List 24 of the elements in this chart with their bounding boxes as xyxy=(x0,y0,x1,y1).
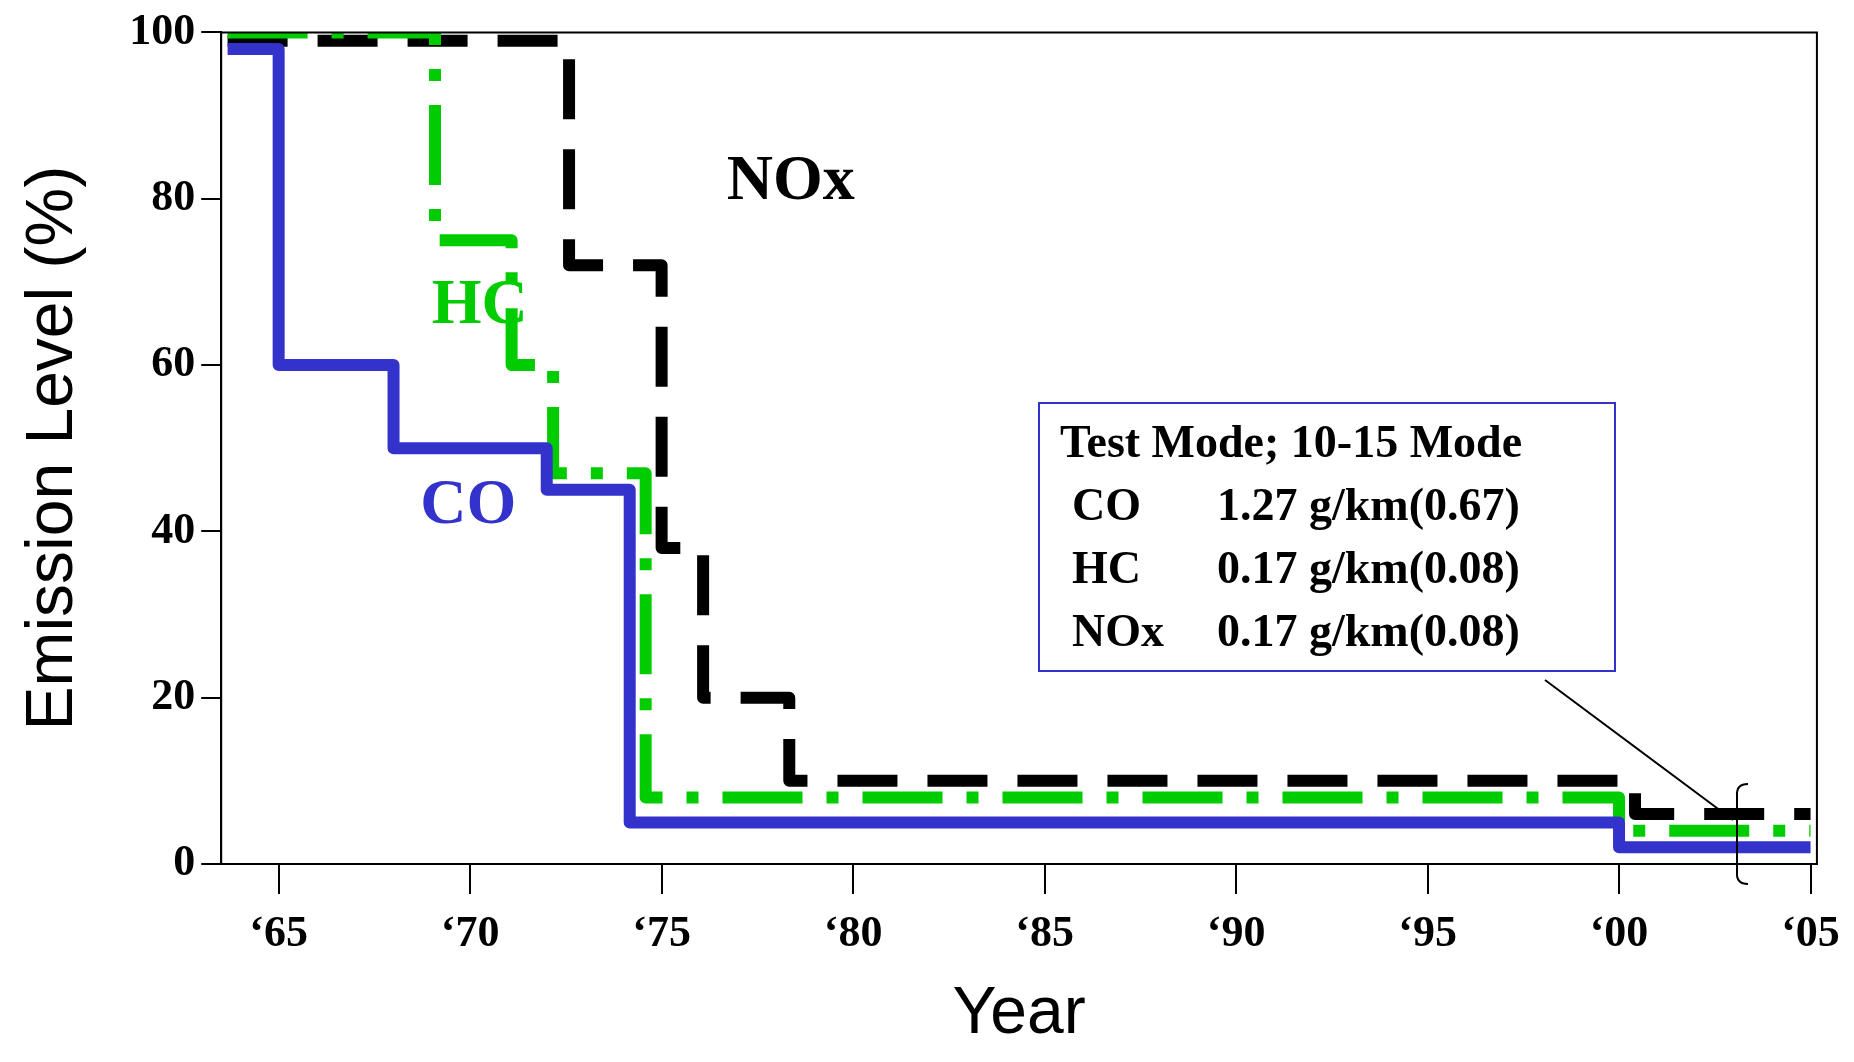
y-tick-label: 40 xyxy=(151,503,196,553)
x-tick-label: ‘90 xyxy=(1206,906,1266,956)
x-tick-label: ‘65 xyxy=(249,906,308,956)
x-tick-label: ‘95 xyxy=(1398,906,1457,956)
series-label: NOx xyxy=(726,141,855,213)
y-tick-label: 100 xyxy=(129,4,196,54)
x-tick-label: ‘70 xyxy=(440,906,500,956)
y-tick-label: 80 xyxy=(151,171,196,221)
text: HC 0.17 g/km(0.08) xyxy=(1072,542,1520,593)
series-label: CO xyxy=(420,465,517,537)
y-tick-label: 20 xyxy=(151,670,196,720)
x-tick-label: ‘75 xyxy=(632,906,691,956)
annotation: Test Mode; 10-15 Mode xyxy=(1060,415,1524,469)
x-axis-title: Year xyxy=(952,972,1086,1047)
y-tick-label: 60 xyxy=(151,337,196,387)
text: CO 1.27 g/km(0.67) xyxy=(1072,479,1520,530)
x-tick-label: ‘05 xyxy=(1781,906,1840,956)
annotation: NOx 0.17 g/km(0.08) xyxy=(1071,604,1520,658)
y-tick-label: 0 xyxy=(173,836,196,886)
y-axis-title: Emission Level (%) xyxy=(11,165,86,731)
series-label: HC xyxy=(431,266,528,338)
x-tick-label: ‘85 xyxy=(1015,906,1074,956)
x-tick-label: ‘80 xyxy=(823,906,883,956)
x-tick-label: ‘00 xyxy=(1589,906,1649,956)
